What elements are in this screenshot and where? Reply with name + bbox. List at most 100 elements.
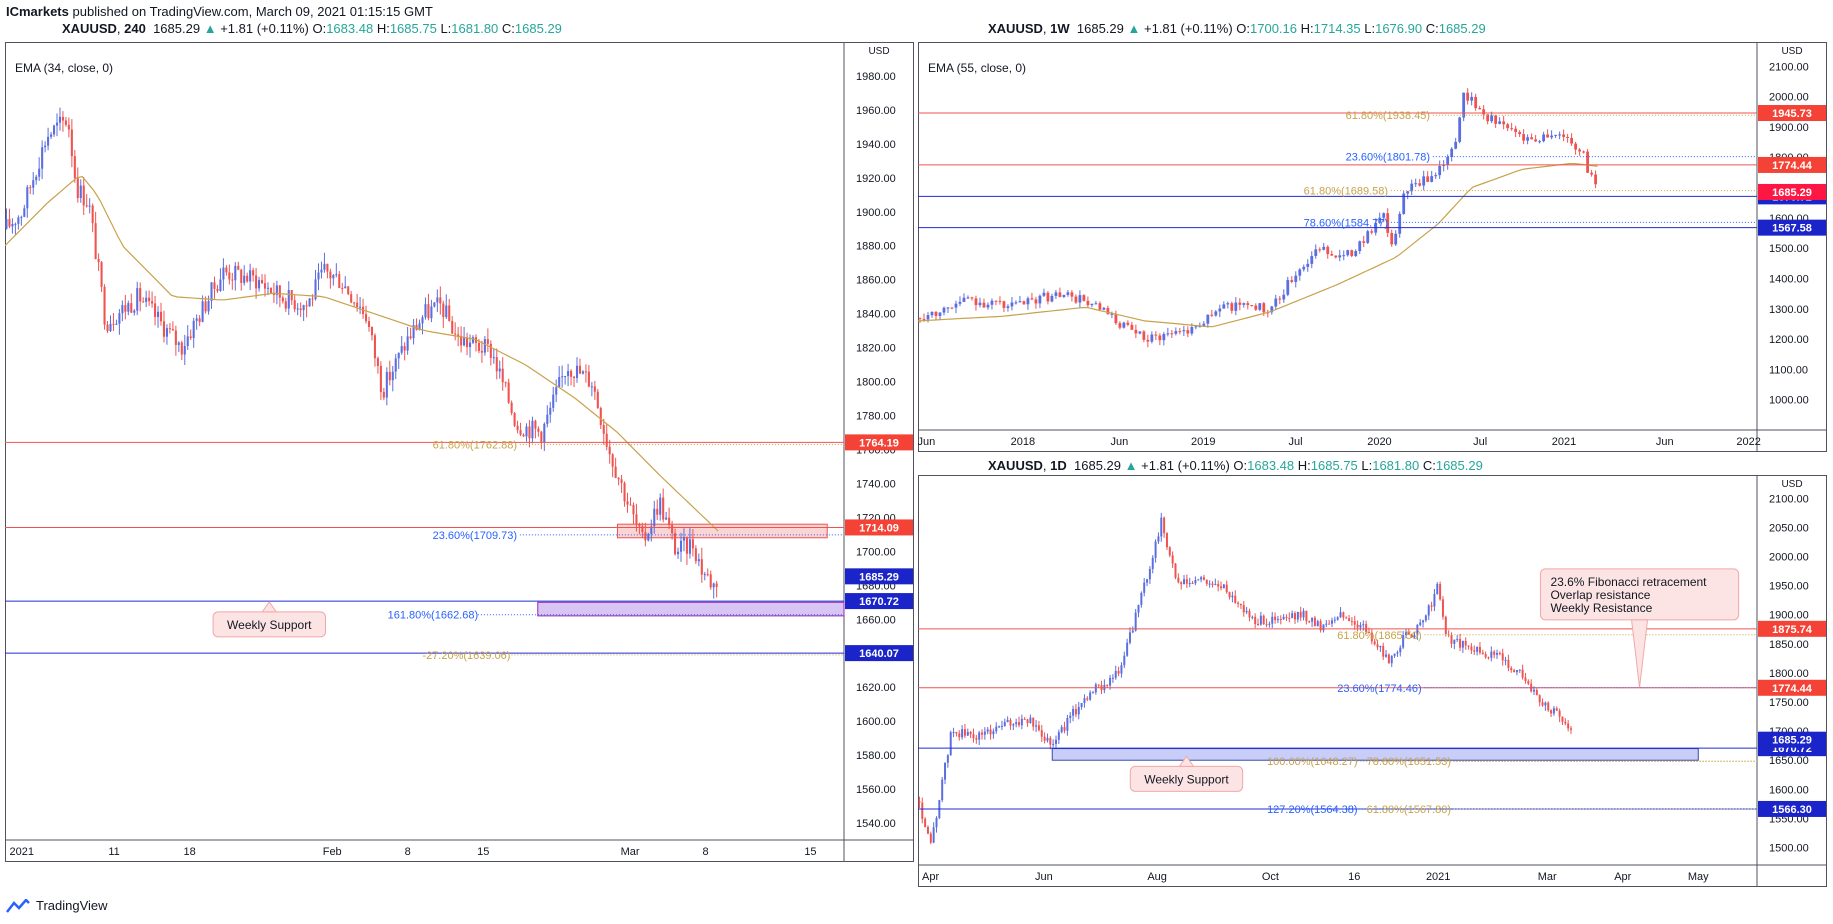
candle <box>1222 301 1226 309</box>
candle-body <box>219 279 222 291</box>
candle-body <box>145 297 148 302</box>
candle <box>1319 619 1322 633</box>
candle <box>376 356 379 374</box>
candle <box>584 364 587 383</box>
candle-body <box>1342 255 1346 257</box>
footer-brand: TradingView <box>36 898 108 913</box>
candle-body <box>1504 659 1507 661</box>
close: 1685.29 <box>514 21 562 36</box>
candle-body <box>100 262 103 287</box>
ema-line <box>5 175 719 532</box>
y-tick-label: 1900.00 <box>856 207 896 219</box>
candle <box>644 522 647 547</box>
candle <box>278 285 281 308</box>
tradingview-footer[interactable]: TradingView <box>6 898 108 913</box>
candle-body <box>1222 584 1225 589</box>
candle <box>1313 616 1316 627</box>
candle-body <box>1302 266 1306 270</box>
x-tick-label: Jun <box>918 436 935 448</box>
candle <box>454 322 457 341</box>
candle <box>662 488 665 523</box>
candle <box>198 315 201 327</box>
publisher-name[interactable]: ICmarkets <box>6 4 69 19</box>
symbol-line-1w: XAUUSD, 1W 1685.29 ▲ +1.81 (+0.11%) O:17… <box>988 21 1486 36</box>
chart-1w-svg[interactable]: USD2100.002000.001900.001800.001700.0016… <box>918 42 1827 452</box>
candle-body <box>688 539 691 554</box>
candle <box>1506 122 1510 131</box>
candle <box>1026 296 1030 310</box>
candle-body <box>1012 724 1015 726</box>
candle <box>1550 130 1554 140</box>
candle-body <box>1248 610 1251 618</box>
x-tick-label: 18 <box>183 846 195 858</box>
candle-body <box>1333 619 1336 621</box>
x-tick-label: 16 <box>1348 871 1360 883</box>
candle-body <box>1214 584 1217 586</box>
candle <box>1390 655 1393 668</box>
candle <box>1353 615 1356 630</box>
candle <box>1166 327 1170 337</box>
candle <box>694 545 697 564</box>
candle <box>1131 626 1134 634</box>
candle <box>1288 612 1291 623</box>
chart-panel-240[interactable]: USD 1980.00 1960.00 1940.00 1920.00 1900.00 18… <box>5 42 914 862</box>
candle-body <box>1246 303 1250 306</box>
level-price-label: 1875.74 <box>1772 624 1813 636</box>
candle <box>1501 648 1504 666</box>
candle-body <box>1151 557 1154 569</box>
candle-body <box>1470 96 1474 101</box>
interval: 240 <box>124 21 146 36</box>
candle-body <box>1242 303 1246 305</box>
y-tick-label: 1650.00 <box>1769 755 1809 767</box>
candle <box>231 272 234 290</box>
candle-body <box>79 185 82 199</box>
candle-body <box>1422 620 1425 623</box>
candle <box>38 157 41 181</box>
candle <box>623 481 626 507</box>
candle <box>79 179 82 203</box>
candle <box>1570 133 1574 146</box>
candle <box>1386 208 1390 238</box>
x-tick-label: 8 <box>405 846 411 858</box>
level-price-label: 1774.44 <box>1772 160 1813 172</box>
candle <box>599 406 602 429</box>
candle <box>1373 638 1376 646</box>
chart-1d-svg[interactable]: USD 2100.00 2050.00 2000.00 1950.00 1900.00 18… <box>918 475 1827 887</box>
candle <box>165 324 168 345</box>
candle <box>1299 606 1302 622</box>
chart-240-svg[interactable]: USD 1980.00 1960.00 1940.00 1920.00 1900.00 18… <box>5 42 914 862</box>
candle-body <box>662 497 665 520</box>
candle-body <box>1346 250 1350 256</box>
candle-body <box>275 285 278 295</box>
candle <box>1286 276 1290 297</box>
candle-body <box>82 185 85 206</box>
candle-body <box>570 370 573 377</box>
candle-body <box>1582 151 1585 153</box>
candle-body <box>605 433 608 447</box>
candle-body <box>1009 719 1012 726</box>
change: +1.81 (+0.11%) <box>1144 21 1233 36</box>
candle <box>1009 717 1012 730</box>
candle <box>427 293 430 321</box>
candle-body <box>966 731 969 736</box>
y-tick-label: 1950.00 <box>1769 581 1809 593</box>
candle <box>638 522 641 535</box>
candle <box>1291 610 1294 619</box>
candle <box>305 300 308 318</box>
candle-body <box>1146 339 1150 342</box>
candle <box>501 357 504 391</box>
chart-panel-1d[interactable]: USD 2100.00 2050.00 2000.00 1950.00 1900.00 18… <box>918 475 1827 887</box>
candle <box>935 816 938 833</box>
candle-body <box>29 187 32 189</box>
candle-body <box>1402 193 1406 214</box>
candle-body <box>347 286 350 295</box>
candle-body <box>534 420 537 429</box>
chart-panel-1w[interactable]: USD2100.002000.001900.001800.001700.0016… <box>918 42 1827 452</box>
candle <box>596 388 599 409</box>
candle-body <box>1002 301 1006 308</box>
candle <box>121 300 124 322</box>
candle <box>975 734 978 744</box>
candle <box>543 422 546 451</box>
candle-body <box>85 205 88 207</box>
currency-label: USD <box>1781 46 1802 57</box>
